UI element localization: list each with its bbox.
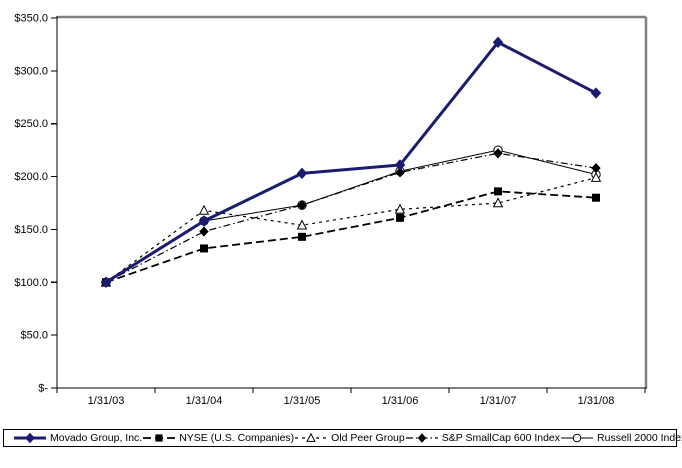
chart-legend: Movado Group, Inc. NYSE (U.S. Companies) O… — [3, 429, 682, 447]
legend-marker-sample — [561, 433, 594, 443]
y-axis-tick-label: $350.0 — [14, 13, 48, 25]
data-point-marker — [296, 219, 308, 230]
data-point-marker — [396, 213, 404, 222]
data-point-marker — [590, 87, 602, 99]
legend-marker-sample — [295, 432, 328, 442]
data-point-marker — [492, 36, 504, 49]
x-axis-tick-label: 1/31/07 — [480, 395, 517, 407]
x-axis-tick-label: 1/31/08 — [578, 395, 615, 407]
y-axis-tick-label: $100.0 — [14, 277, 48, 289]
data-point-marker — [417, 433, 426, 443]
data-point-marker — [155, 434, 163, 442]
data-point-marker — [590, 171, 602, 182]
x-axis-tick-label: 1/31/04 — [186, 395, 223, 407]
data-point-marker — [592, 193, 600, 202]
series-line — [105, 40, 597, 284]
data-point-marker — [492, 197, 504, 208]
legend-label: Movado Group, Inc. — [50, 432, 143, 444]
data-point-marker — [395, 167, 405, 178]
data-point-marker — [200, 244, 208, 253]
y-axis-tick-label: $- — [38, 383, 48, 395]
legend-item: Movado Group, Inc. — [13, 430, 142, 446]
legend-label: Old Peer Group — [331, 432, 405, 444]
x-axis-tick-label: 1/31/05 — [284, 395, 321, 407]
y-axis-tick-label: $200.0 — [14, 171, 48, 183]
y-axis-tick-label: $150.0 — [14, 224, 48, 236]
y-axis-tick-label: $250.0 — [14, 118, 48, 130]
data-point-marker — [493, 148, 503, 159]
data-point-marker — [199, 226, 209, 237]
legend-marker-sample — [14, 432, 46, 444]
data-point-marker — [198, 204, 210, 215]
y-axis-tick-label: $300.0 — [14, 65, 48, 77]
x-axis-tick-label: 1/31/03 — [88, 395, 125, 407]
legend-label: S&P SmallCap 600 Index — [441, 432, 561, 444]
y-axis-tick-label: $50.0 — [20, 330, 48, 342]
series-line — [105, 190, 597, 284]
data-point-marker — [298, 232, 306, 241]
data-point-marker — [296, 167, 308, 180]
data-point-marker — [306, 432, 316, 442]
data-point-marker — [25, 432, 35, 444]
legend-marker-sample — [143, 434, 176, 442]
series-line — [105, 177, 597, 283]
series-line — [105, 152, 597, 283]
data-point-marker — [297, 199, 307, 211]
legend-label: Russell 2000 Index — [597, 432, 682, 444]
data-point-marker — [572, 433, 582, 443]
legend-item: Old Peer Group — [294, 430, 405, 446]
data-point-marker — [494, 187, 502, 196]
data-point-marker — [100, 276, 112, 289]
legend-item: Russell 2000 Index — [560, 430, 682, 446]
legend-marker-sample — [405, 433, 438, 443]
legend-item: NYSE (U.S. Companies) — [142, 430, 294, 446]
data-point-marker — [394, 203, 406, 214]
data-point-marker — [198, 215, 210, 227]
legend-item: S&P SmallCap 600 Index — [405, 430, 560, 446]
legend-label: NYSE (U.S. Companies) — [179, 432, 295, 444]
plot-area: $350.0 $300.0 $250.0 $200.0 $150.0 $100.0 $50.… — [14, 13, 648, 407]
data-point-marker — [394, 159, 406, 171]
x-axis-tick-label: 1/31/06 — [382, 395, 419, 407]
